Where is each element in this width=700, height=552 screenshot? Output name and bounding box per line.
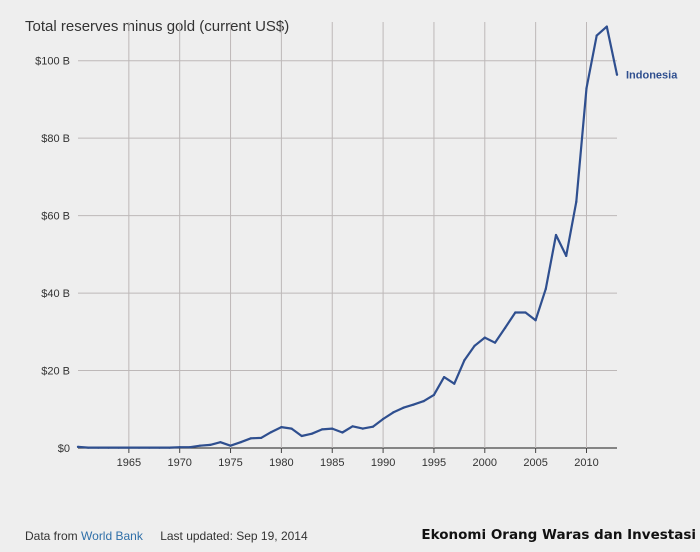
- y-tick-label: $40 B: [41, 288, 70, 300]
- data-point: [168, 446, 171, 449]
- x-tick-label: 1970: [167, 457, 191, 469]
- data-point: [178, 446, 181, 449]
- data-point: [76, 445, 80, 448]
- data-point: [473, 344, 476, 347]
- data-point: [595, 34, 598, 37]
- y-tick-label: $100 B: [35, 56, 70, 68]
- grid-lines: [78, 22, 617, 449]
- y-tick-label: $20 B: [41, 366, 70, 378]
- data-point: [198, 444, 202, 447]
- data-point: [463, 358, 466, 362]
- data-point: [209, 443, 212, 447]
- data-point: [127, 446, 130, 449]
- world-bank-link[interactable]: World Bank: [81, 529, 143, 543]
- data-point: [249, 437, 252, 440]
- x-tick-label: 2000: [473, 457, 497, 469]
- data-point: [239, 441, 242, 444]
- data-point: [87, 446, 90, 449]
- data-point: [280, 425, 283, 429]
- y-tick-label: $60 B: [41, 211, 70, 223]
- last-updated: Last updated: Sep 19, 2014: [160, 529, 308, 543]
- data-point: [158, 446, 161, 449]
- data-point: [97, 446, 100, 449]
- chart-title: Total reserves minus gold (current US$): [25, 18, 290, 35]
- data-point: [534, 319, 537, 322]
- data-point: [351, 425, 354, 428]
- data-point: [575, 200, 578, 203]
- data-point: [615, 73, 619, 76]
- data-point: [554, 233, 558, 237]
- watermark-text: Ekonomi Orang Waras dan Investasi: [421, 527, 696, 543]
- data-point: [341, 431, 344, 434]
- series-label-indonesia: Indonesia: [626, 70, 678, 82]
- data-point: [402, 406, 405, 409]
- data-point: [514, 311, 517, 314]
- data-point: [188, 446, 191, 449]
- data-point: [392, 411, 395, 414]
- data-point: [107, 446, 110, 449]
- data-point: [371, 425, 375, 428]
- x-tick-label: 1995: [422, 457, 446, 469]
- data-point: [148, 446, 151, 449]
- x-tick-label: 1985: [320, 457, 344, 469]
- y-tick-label: $80 B: [41, 133, 70, 145]
- data-point: [483, 336, 486, 339]
- data-point: [381, 417, 385, 421]
- data-point: [453, 382, 456, 385]
- data-point: [585, 87, 588, 90]
- data-point: [331, 427, 334, 430]
- data-point: [320, 428, 324, 431]
- data-point: [432, 393, 436, 397]
- y-tick-label: $0: [58, 443, 70, 455]
- x-tick-label: 2010: [574, 457, 598, 469]
- data-point: [361, 427, 364, 430]
- data-point: [117, 446, 120, 449]
- source-prefix: Data from: [25, 529, 78, 543]
- source-note: Data from World Bank Last updated: Sep 1…: [25, 529, 308, 543]
- data-point: [310, 432, 314, 435]
- data-point: [412, 403, 415, 406]
- data-point: [229, 444, 232, 447]
- x-tick-label: 1965: [117, 457, 141, 469]
- data-point: [137, 446, 141, 449]
- series-line-indonesia: [76, 25, 619, 449]
- series-layer: Indonesia: [76, 25, 678, 449]
- y-axis-ticks: $0 $20 B $40 B $60 B $80 B $100 B: [35, 56, 70, 455]
- x-axis-ticks: 1965 1970 1975 1980 1985 1990 1995 2000 2005 2010: [117, 448, 599, 469]
- data-point: [493, 341, 497, 344]
- data-point: [219, 441, 222, 444]
- data-point: [300, 434, 303, 438]
- data-point: [290, 427, 293, 430]
- data-point: [544, 287, 547, 290]
- data-point: [270, 431, 273, 434]
- x-tick-label: 1990: [371, 457, 395, 469]
- data-point: [565, 254, 568, 258]
- data-point: [259, 436, 263, 440]
- data-point: [524, 311, 527, 314]
- x-tick-label: 1975: [218, 457, 242, 469]
- x-tick-label: 1980: [269, 457, 293, 469]
- data-point: [422, 400, 425, 403]
- data-point: [443, 376, 446, 379]
- data-point: [504, 326, 507, 330]
- x-tick-label: 2005: [523, 457, 547, 469]
- data-point: [605, 25, 608, 28]
